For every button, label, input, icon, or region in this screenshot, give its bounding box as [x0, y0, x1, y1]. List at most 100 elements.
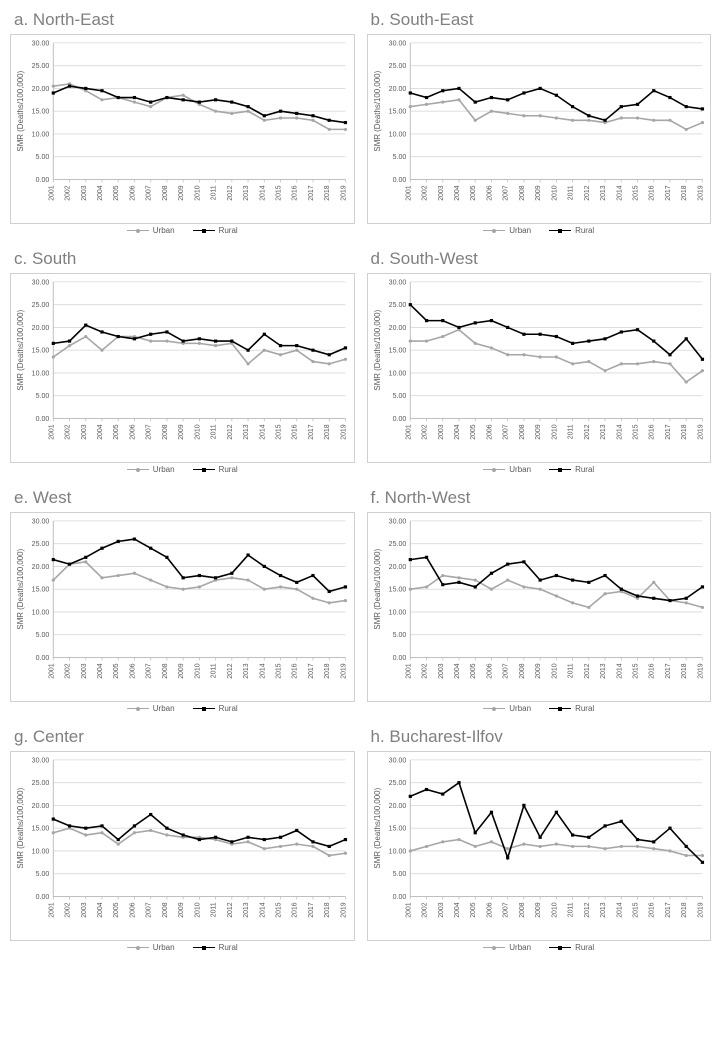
svg-text:2009: 2009 — [178, 185, 185, 200]
legend-label-urban: Urban — [153, 465, 175, 474]
svg-text:10.00: 10.00 — [32, 609, 50, 616]
chart-svg: 0.005.0010.0015.0020.0025.0030.002001200… — [368, 35, 711, 223]
svg-text:2017: 2017 — [308, 902, 315, 917]
svg-text:2016: 2016 — [648, 185, 655, 200]
legend-label-urban: Urban — [153, 704, 175, 713]
svg-text:2006: 2006 — [486, 902, 493, 917]
svg-text:2014: 2014 — [616, 902, 623, 917]
urban-swatch-icon — [127, 708, 149, 709]
svg-text:SMR (Deaths/100,000): SMR (Deaths/100,000) — [373, 548, 382, 629]
svg-text:2009: 2009 — [178, 663, 185, 678]
chart-box: 0.005.0010.0015.0020.0025.0030.002001200… — [367, 751, 712, 941]
svg-text:2017: 2017 — [664, 424, 671, 439]
svg-text:2013: 2013 — [600, 424, 607, 439]
svg-text:25.00: 25.00 — [388, 63, 406, 70]
svg-text:2003: 2003 — [437, 663, 444, 678]
legend-item-rural: Rural — [193, 704, 238, 713]
svg-text:2001: 2001 — [48, 185, 55, 200]
legend-item-rural: Rural — [193, 226, 238, 235]
svg-text:0.00: 0.00 — [392, 416, 406, 423]
svg-text:2010: 2010 — [551, 902, 558, 917]
svg-text:2001: 2001 — [48, 663, 55, 678]
svg-text:2011: 2011 — [211, 185, 218, 200]
svg-text:2012: 2012 — [227, 424, 234, 439]
svg-text:15.00: 15.00 — [32, 109, 50, 116]
rural-swatch-icon — [549, 230, 571, 231]
rural-swatch-icon — [549, 708, 571, 709]
svg-text:2002: 2002 — [64, 424, 71, 439]
svg-text:SMR (Deaths/100,000): SMR (Deaths/100,000) — [16, 548, 25, 629]
svg-text:2007: 2007 — [502, 663, 509, 678]
svg-text:2018: 2018 — [681, 902, 688, 917]
svg-text:2014: 2014 — [259, 424, 266, 439]
svg-text:2018: 2018 — [324, 663, 331, 678]
svg-text:2002: 2002 — [421, 902, 428, 917]
svg-text:2005: 2005 — [113, 424, 120, 439]
svg-text:2009: 2009 — [535, 185, 542, 200]
svg-text:2010: 2010 — [551, 424, 558, 439]
svg-text:2011: 2011 — [211, 424, 218, 439]
svg-text:2011: 2011 — [211, 663, 218, 678]
svg-text:2016: 2016 — [648, 902, 655, 917]
panel-title: h. Bucharest-Ilfov — [371, 727, 712, 747]
svg-text:30.00: 30.00 — [388, 757, 406, 764]
svg-text:2018: 2018 — [324, 185, 331, 200]
svg-text:2009: 2009 — [535, 663, 542, 678]
svg-text:2004: 2004 — [97, 902, 104, 917]
legend-label-rural: Rural — [575, 465, 594, 474]
legend-item-urban: Urban — [127, 226, 175, 235]
legend-label-rural: Rural — [575, 704, 594, 713]
panel-c: c. South0.005.0010.0015.0020.0025.0030.0… — [10, 249, 355, 474]
svg-text:2013: 2013 — [600, 185, 607, 200]
panel-g: g. Center 0.005.0010.0015.0020.0025.0030.… — [10, 727, 355, 952]
rural-swatch-icon — [549, 947, 571, 948]
svg-text:2013: 2013 — [243, 663, 250, 678]
svg-text:2012: 2012 — [227, 663, 234, 678]
svg-text:2002: 2002 — [64, 185, 71, 200]
svg-text:2013: 2013 — [243, 424, 250, 439]
svg-text:2003: 2003 — [81, 902, 88, 917]
svg-text:10.00: 10.00 — [32, 370, 50, 377]
svg-text:2001: 2001 — [405, 663, 412, 678]
legend-item-urban: Urban — [483, 704, 531, 713]
svg-text:2005: 2005 — [470, 663, 477, 678]
rural-swatch-icon — [193, 947, 215, 948]
svg-text:2012: 2012 — [583, 663, 590, 678]
rural-swatch-icon — [193, 708, 215, 709]
svg-text:2001: 2001 — [405, 185, 412, 200]
legend-item-urban: Urban — [127, 943, 175, 952]
svg-text:SMR (Deaths/100,000): SMR (Deaths/100,000) — [373, 70, 382, 151]
svg-text:2015: 2015 — [632, 902, 639, 917]
svg-text:2015: 2015 — [632, 663, 639, 678]
svg-text:2008: 2008 — [162, 902, 169, 917]
svg-text:2005: 2005 — [113, 663, 120, 678]
svg-text:0.00: 0.00 — [36, 177, 50, 184]
svg-text:SMR (Deaths/100,000): SMR (Deaths/100,000) — [16, 70, 25, 151]
svg-text:2019: 2019 — [340, 185, 347, 200]
legend-item-rural: Rural — [193, 465, 238, 474]
svg-text:2003: 2003 — [81, 185, 88, 200]
chart-svg: 0.005.0010.0015.0020.0025.0030.002001200… — [11, 752, 354, 940]
svg-text:2015: 2015 — [632, 424, 639, 439]
svg-text:25.00: 25.00 — [32, 780, 50, 787]
svg-text:30.00: 30.00 — [388, 40, 406, 47]
svg-text:10.00: 10.00 — [388, 609, 406, 616]
svg-text:2006: 2006 — [129, 663, 136, 678]
panel-title: g. Center — [14, 727, 355, 747]
svg-text:2007: 2007 — [502, 185, 509, 200]
svg-text:30.00: 30.00 — [32, 279, 50, 286]
svg-text:2016: 2016 — [292, 424, 299, 439]
legend: UrbanRural — [10, 943, 355, 952]
panel-f: f. North-West0.005.0010.0015.0020.0025.0… — [367, 488, 712, 713]
svg-text:0.00: 0.00 — [392, 655, 406, 662]
svg-text:30.00: 30.00 — [388, 518, 406, 525]
svg-text:2013: 2013 — [600, 663, 607, 678]
svg-text:2009: 2009 — [178, 424, 185, 439]
legend: Urban Rural — [10, 704, 355, 713]
svg-text:2004: 2004 — [453, 902, 460, 917]
svg-text:15.00: 15.00 — [388, 587, 406, 594]
panel-a: a. North-East0.005.0010.0015.0020.0025.0… — [10, 10, 355, 235]
svg-text:2014: 2014 — [259, 185, 266, 200]
svg-text:2017: 2017 — [308, 663, 315, 678]
chart-svg: 0.005.0010.0015.0020.0025.0030.002001200… — [368, 752, 711, 940]
